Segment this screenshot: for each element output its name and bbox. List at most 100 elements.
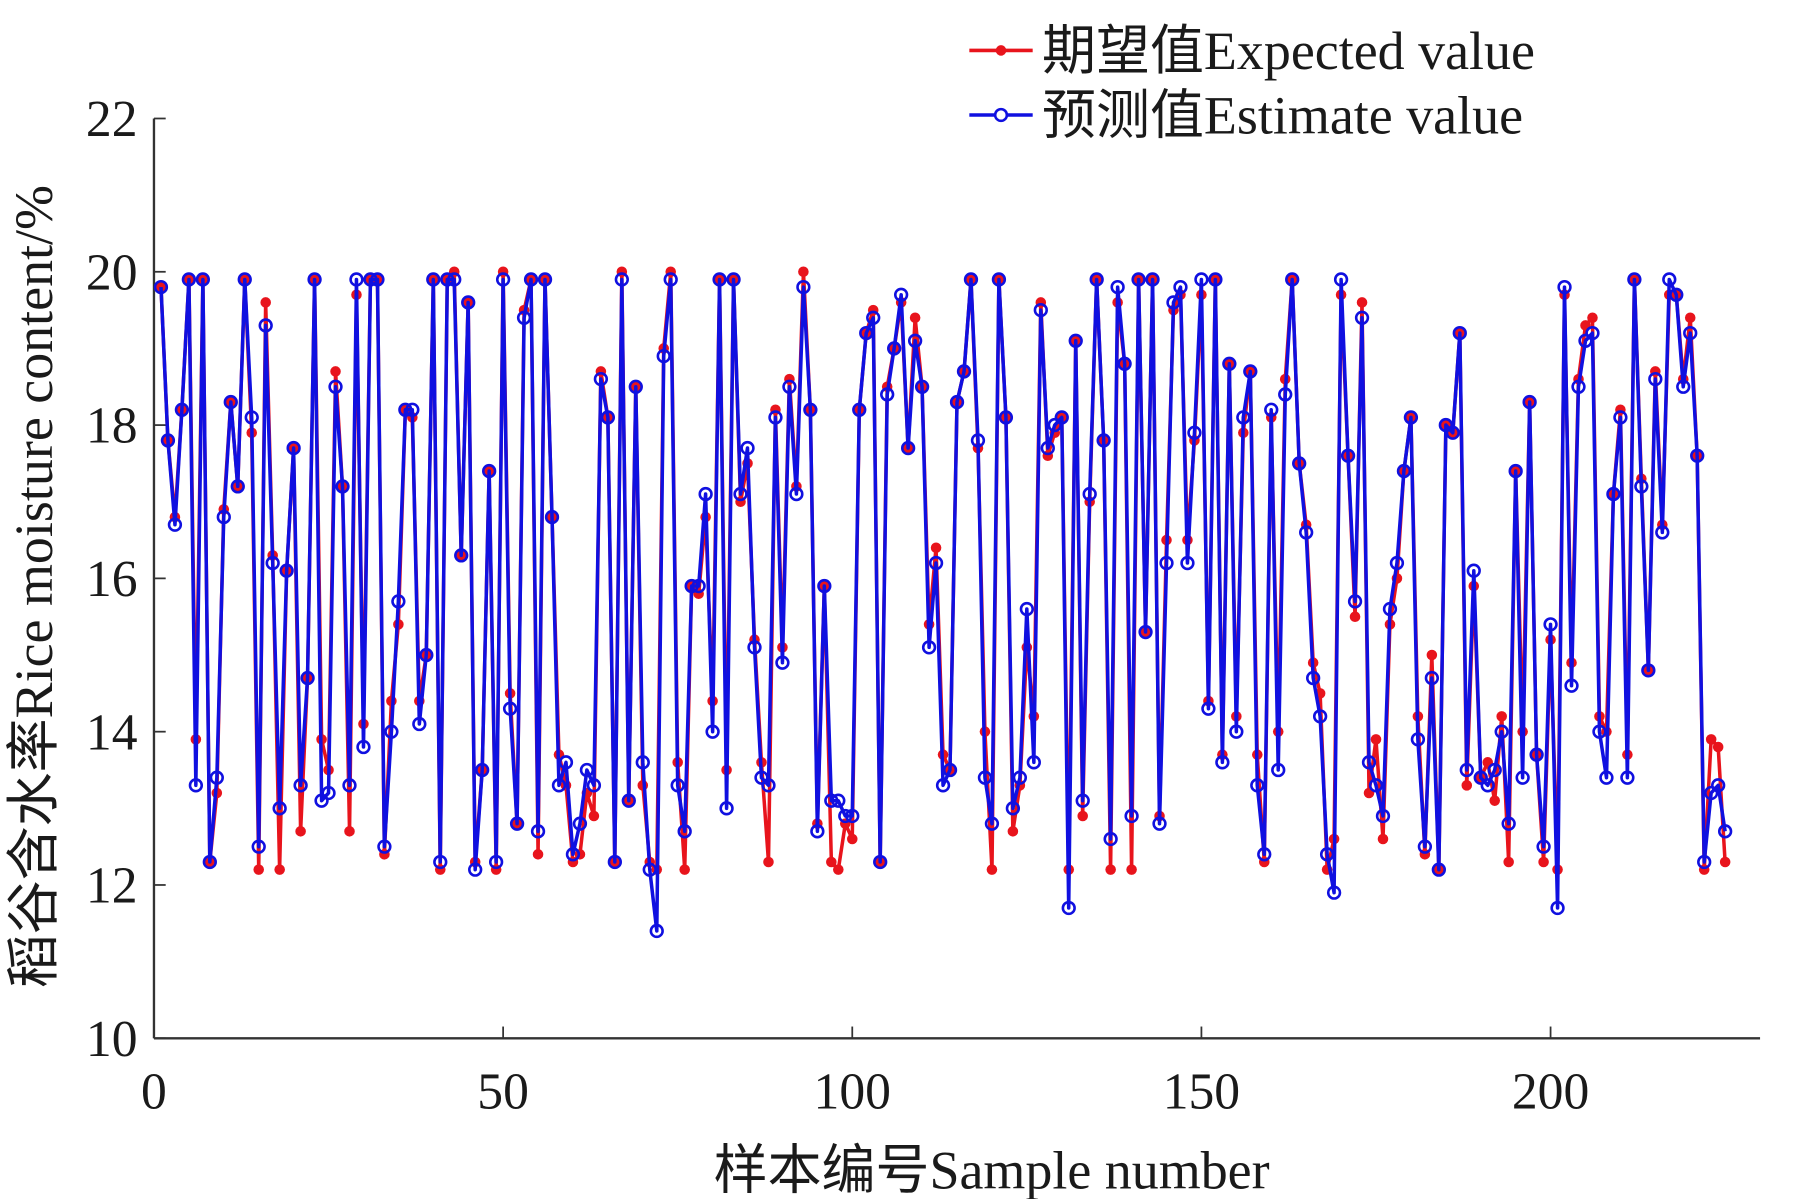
data-point <box>544 509 560 525</box>
data-point <box>754 770 769 785</box>
data-point <box>1522 394 1537 410</box>
data-point <box>986 864 998 875</box>
data-point <box>516 310 532 325</box>
data-point <box>1285 272 1300 287</box>
data-point <box>1717 824 1733 839</box>
data-point <box>1312 709 1328 724</box>
data-point <box>1299 525 1314 540</box>
x-axis-label: 样本编号Sample number <box>714 1140 1270 1199</box>
data-point <box>621 793 636 808</box>
data-point <box>705 724 720 739</box>
data-point <box>1201 701 1216 716</box>
data-point <box>1403 410 1419 425</box>
data-point <box>572 816 588 831</box>
data-point <box>1417 839 1433 854</box>
data-point <box>274 864 285 875</box>
data-point <box>1159 555 1174 571</box>
data-point <box>1138 624 1153 640</box>
data-point <box>1431 862 1446 877</box>
data-point <box>1508 463 1523 479</box>
axes: 0 50 100 150 200 10 12 14 16 18 20 22 <box>86 91 1761 1121</box>
data-point <box>344 826 355 837</box>
data-point <box>679 864 690 875</box>
data-point <box>956 364 972 379</box>
data-point <box>593 371 609 387</box>
series-estimate <box>153 272 1733 939</box>
data-point <box>880 387 895 402</box>
data-point <box>921 640 937 655</box>
data-point <box>1627 272 1642 287</box>
data-point <box>523 272 539 287</box>
data-point <box>761 778 776 793</box>
data-point <box>810 824 825 839</box>
data-point <box>1347 594 1363 609</box>
data-point <box>656 348 671 364</box>
data-point <box>174 402 190 417</box>
data-point <box>475 762 490 778</box>
data-point <box>342 778 357 793</box>
data-point <box>1292 456 1307 471</box>
data-point <box>440 272 455 287</box>
data-point <box>537 272 553 287</box>
data-point <box>798 266 809 278</box>
data-point <box>1340 448 1356 463</box>
data-point <box>558 755 574 770</box>
data-point <box>1719 856 1731 868</box>
data-point <box>307 272 322 287</box>
data-point <box>677 824 692 839</box>
data-point <box>712 272 727 287</box>
data-point <box>405 402 420 417</box>
data-point <box>1501 816 1516 831</box>
series-line <box>159 277 1727 933</box>
data-point <box>1496 711 1507 722</box>
data-point <box>1349 611 1361 622</box>
data-point <box>977 770 993 785</box>
data-point <box>1096 433 1111 448</box>
data-point <box>1410 732 1426 747</box>
data-point <box>1333 272 1349 287</box>
data-point <box>600 410 616 425</box>
data-point <box>1054 410 1069 425</box>
data-point <box>502 701 518 716</box>
x-tick-label: 200 <box>1512 1064 1589 1121</box>
data-point <box>740 440 755 456</box>
data-point <box>1173 279 1188 295</box>
data-point <box>461 295 476 310</box>
data-point <box>928 555 944 571</box>
data-point <box>1305 670 1321 686</box>
data-point <box>330 366 341 377</box>
data-point <box>1354 310 1370 325</box>
data-point <box>909 312 921 324</box>
data-point <box>314 793 329 808</box>
data-point <box>202 854 217 870</box>
y-tick-label: 22 <box>86 91 138 148</box>
data-point <box>1215 755 1230 770</box>
data-point <box>698 486 713 502</box>
legend-label: 期望值Expected value <box>1042 21 1535 81</box>
data-point <box>588 810 600 822</box>
data-point <box>260 297 271 308</box>
data-point <box>1461 780 1473 791</box>
y-tick-label: 16 <box>86 551 138 608</box>
data-point <box>1459 762 1474 778</box>
data-point <box>551 778 567 793</box>
data-point <box>433 854 448 870</box>
data-point <box>293 778 308 793</box>
data-point <box>1711 778 1726 793</box>
data-point <box>824 793 839 808</box>
data-point <box>1117 356 1132 371</box>
data-point <box>1105 864 1116 875</box>
data-point <box>1075 793 1090 808</box>
data-point <box>1438 417 1453 433</box>
data-point <box>391 594 406 609</box>
data-point <box>209 770 224 785</box>
data-point <box>663 272 678 287</box>
data-point <box>1389 555 1405 571</box>
data-point <box>984 816 1000 831</box>
data-point <box>1641 663 1656 678</box>
data-point <box>893 287 909 302</box>
data-point <box>181 272 197 287</box>
data-point <box>188 778 204 793</box>
